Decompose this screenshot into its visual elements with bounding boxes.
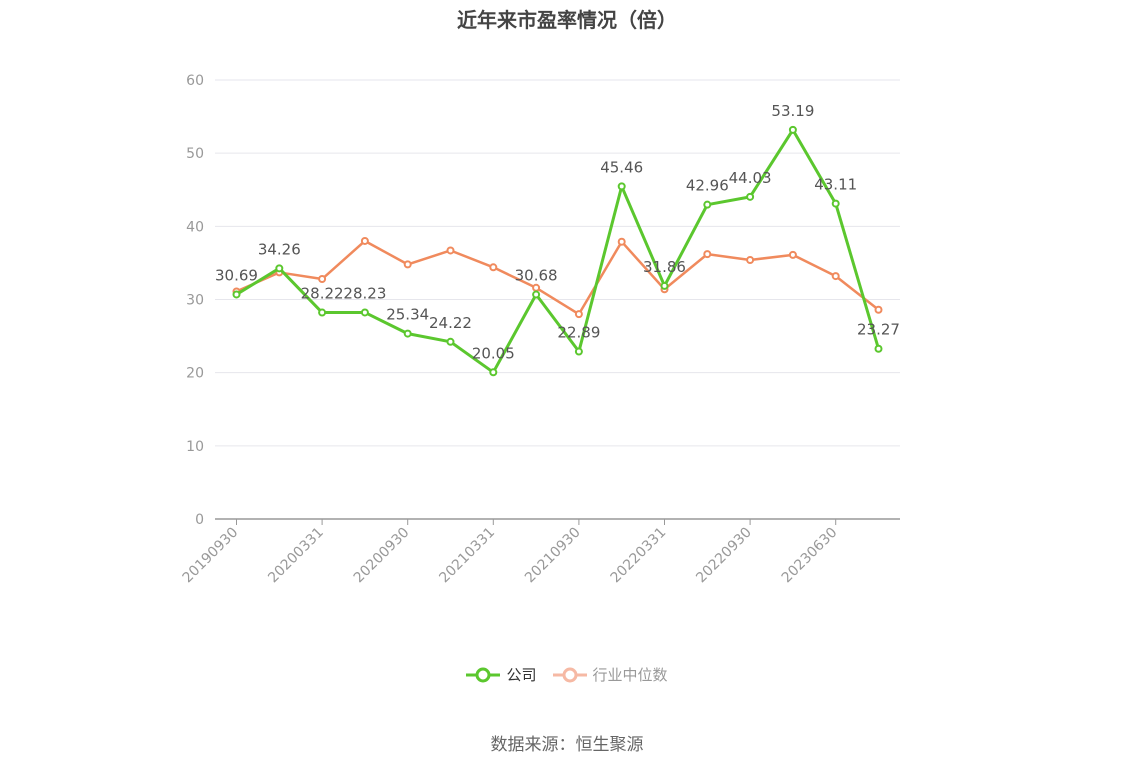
data-point-company[interactable] [275, 264, 284, 273]
legend: 公司 行业中位数 [0, 664, 1134, 685]
data-label: 30.69 [215, 266, 258, 284]
data-point-company[interactable] [318, 308, 327, 317]
data-point-industry[interactable] [318, 275, 327, 284]
x-tick-label: 20230630 [779, 525, 841, 587]
data-point-company[interactable] [617, 182, 626, 191]
data-point-industry[interactable] [874, 305, 883, 314]
data-point-industry[interactable] [446, 246, 455, 255]
data-label: 20.05 [472, 344, 515, 362]
data-label: 30.68 [515, 267, 558, 285]
data-label: 42.96 [686, 177, 729, 195]
data-label: 22.89 [557, 324, 600, 342]
data-point-company[interactable] [874, 344, 883, 353]
data-point-company[interactable] [403, 329, 412, 338]
series-line-industry [235, 239, 880, 316]
data-point-industry[interactable] [831, 272, 840, 281]
circle-line-icon [466, 667, 501, 682]
data-point-company[interactable] [489, 368, 498, 377]
y-tick-label: 20 [186, 366, 204, 382]
x-tick-label: 20200930 [351, 525, 413, 587]
data-label: 23.27 [857, 321, 900, 339]
y-tick-label: 0 [195, 512, 204, 528]
legend-label-industry: 行业中位数 [592, 666, 668, 684]
data-point-company[interactable] [232, 290, 241, 299]
x-tick-label: 20220331 [608, 525, 670, 587]
series-line-company [235, 128, 880, 374]
data-label: 28.23 [343, 284, 386, 302]
y-tick-label: 40 [186, 219, 204, 235]
y-tick-label: 50 [186, 146, 204, 162]
data-point-company[interactable] [532, 290, 541, 299]
data-point-industry[interactable] [532, 283, 541, 292]
legend-item-company[interactable]: 公司 [466, 664, 537, 685]
chart-title: 近年来市盈率情况（倍） [457, 8, 677, 32]
data-point-industry[interactable] [489, 263, 498, 272]
data-point-company[interactable] [788, 125, 797, 134]
data-label: 25.34 [386, 306, 429, 324]
x-tick-label: 20220930 [693, 525, 755, 587]
data-point-industry[interactable] [788, 250, 797, 259]
y-tick-label: 60 [186, 73, 204, 89]
x-tick-label: 20190930 [180, 525, 242, 587]
data-point-industry[interactable] [403, 260, 412, 269]
circle-line-icon [552, 667, 587, 682]
data-label: 24.22 [429, 314, 472, 332]
data-label: 34.26 [258, 240, 301, 258]
legend-item-industry[interactable]: 行业中位数 [552, 664, 668, 685]
x-tick-label: 20210930 [522, 525, 584, 587]
x-tick-label: 20200331 [265, 525, 327, 587]
source-note: 数据来源：恒生聚源 [490, 735, 644, 755]
data-point-company[interactable] [360, 308, 369, 317]
data-point-company[interactable] [574, 347, 583, 356]
data-point-industry[interactable] [360, 236, 369, 245]
data-label: 45.46 [600, 158, 643, 176]
legend-label-company: 公司 [506, 666, 537, 684]
y-tick-label: 10 [186, 439, 204, 455]
data-point-industry[interactable] [574, 310, 583, 319]
data-point-company[interactable] [660, 281, 669, 290]
x-tick-label: 20210331 [436, 525, 498, 587]
data-label: 44.03 [729, 169, 772, 187]
data-point-company[interactable] [746, 192, 755, 201]
data-label: 28.22 [301, 285, 344, 303]
data-label: 53.19 [771, 102, 814, 120]
data-point-company[interactable] [831, 199, 840, 208]
data-label: 31.86 [643, 258, 686, 276]
data-point-company[interactable] [703, 200, 712, 209]
data-point-industry[interactable] [746, 255, 755, 264]
y-tick-label: 30 [186, 293, 204, 309]
data-point-company[interactable] [446, 337, 455, 346]
data-point-industry[interactable] [703, 250, 712, 259]
data-point-industry[interactable] [617, 237, 626, 246]
data-label: 43.11 [814, 176, 857, 194]
